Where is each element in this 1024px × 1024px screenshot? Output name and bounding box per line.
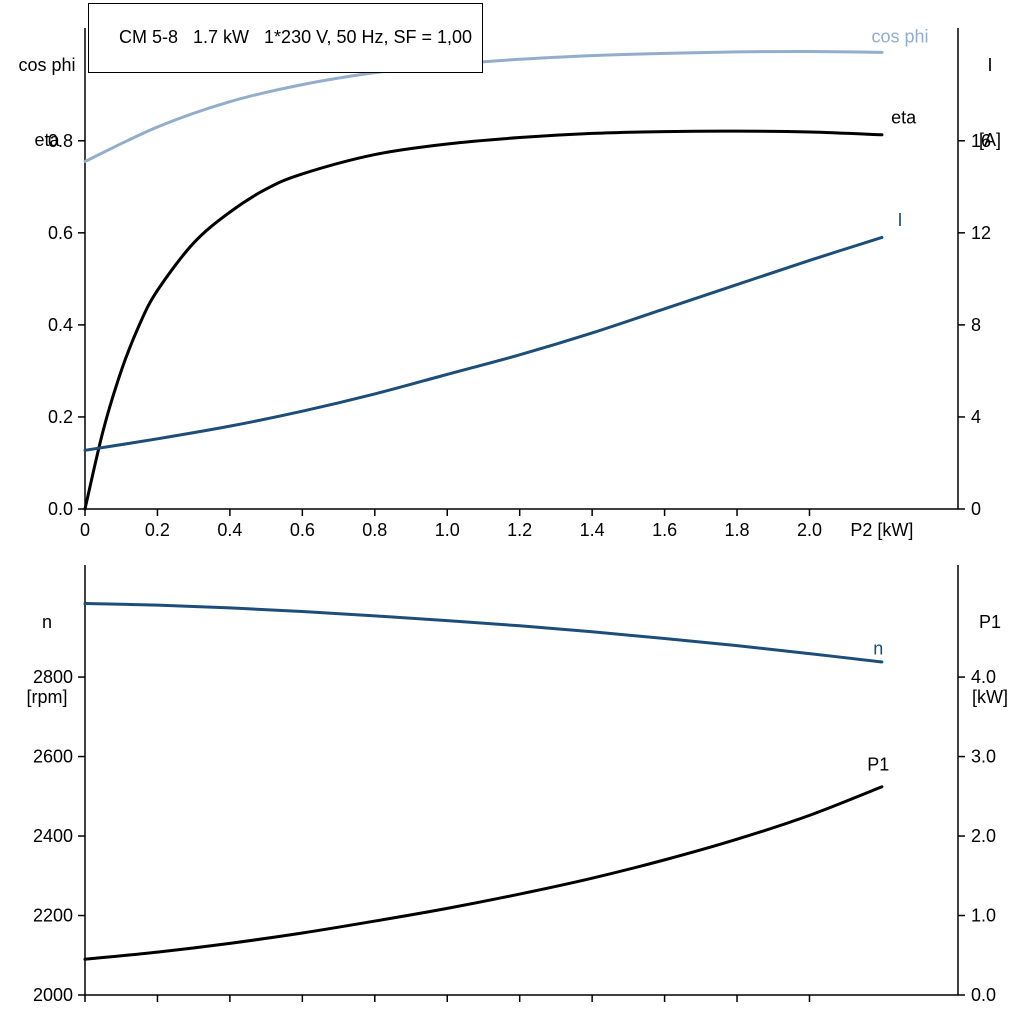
x-axis-unit-label: P2 [kW] [850, 520, 913, 540]
left-tick-label: 2000 [33, 985, 73, 1005]
left-tick-label: 2400 [33, 826, 73, 846]
curve-current [83, 235, 884, 452]
curve-speed [83, 602, 884, 664]
x-tick-label: 0.4 [217, 520, 242, 540]
x-tick-label: 0.2 [145, 520, 170, 540]
left-tick-label: 0.0 [48, 499, 73, 519]
right-tick-label: 0.0 [971, 985, 996, 1005]
x-tick-label: 1.4 [580, 520, 605, 540]
right-tick-label: 2.0 [971, 826, 996, 846]
bottom-right-axis-title: P1 [kW] [960, 560, 1020, 760]
right-tick-label: 4 [971, 407, 981, 427]
curve-label-p1: P1 [867, 755, 889, 775]
chart-title: CM 5-8 1.7 kW 1*230 V, 50 Hz, SF = 1,00 [119, 27, 473, 47]
curve-p1 [83, 785, 884, 961]
left-tick-label: 0.4 [48, 315, 73, 335]
right-tick-label: 3.0 [971, 747, 996, 767]
x-tick-label: 1.6 [652, 520, 677, 540]
right-tick-label: 1.0 [971, 906, 996, 926]
left-tick-label: 0.2 [48, 407, 73, 427]
curve-cos-phi [83, 49, 884, 163]
chart-title-box: CM 5-8 1.7 kW 1*230 V, 50 Hz, SF = 1,00 [88, 3, 484, 73]
left-tick-label: 2800 [33, 667, 73, 687]
x-tick-label: 1.0 [435, 520, 460, 540]
x-tick-label: 2.0 [797, 520, 822, 540]
left-tick-label: 0.6 [48, 223, 73, 243]
axis-title-current-unit: [A] [978, 130, 1001, 150]
top-left-axis-title: cos phi eta [4, 3, 90, 203]
axis-title-p1-unit: [kW] [972, 687, 1008, 707]
right-tick-label: 4.0 [971, 667, 996, 687]
axis-title-speed-unit: [rpm] [26, 687, 68, 707]
right-tick-label: 0 [971, 499, 981, 519]
axis-title-cos-phi: cos phi [18, 55, 76, 75]
left-tick-label: 2200 [33, 906, 73, 926]
curve-label-cos-phi: cos phi [872, 26, 929, 46]
curve-label-eta: eta [891, 107, 917, 127]
axis-title-eta: eta [34, 130, 60, 150]
top-right-axis-title: I [A] [960, 3, 1020, 203]
right-tick-label: 8 [971, 315, 981, 335]
x-tick-label: 1.8 [725, 520, 750, 540]
x-tick-label: 1.2 [507, 520, 532, 540]
left-tick-label: 0.8 [48, 131, 73, 151]
curve-label-current: I [898, 210, 903, 230]
x-tick-label: 0 [80, 520, 90, 540]
curve-eta [83, 129, 884, 511]
bottom-left-axis-title: n [rpm] [4, 560, 90, 760]
axis-title-p1: P1 [978, 612, 1002, 632]
right-tick-label: 12 [971, 223, 991, 243]
curve-label-speed: n [873, 638, 883, 658]
right-tick-label: 16 [971, 131, 991, 151]
axis-title-speed: n [41, 612, 52, 632]
x-tick-label: 0.6 [290, 520, 315, 540]
axis-title-current: I [987, 55, 993, 75]
left-tick-label: 2600 [33, 747, 73, 767]
x-tick-label: 0.8 [362, 520, 387, 540]
